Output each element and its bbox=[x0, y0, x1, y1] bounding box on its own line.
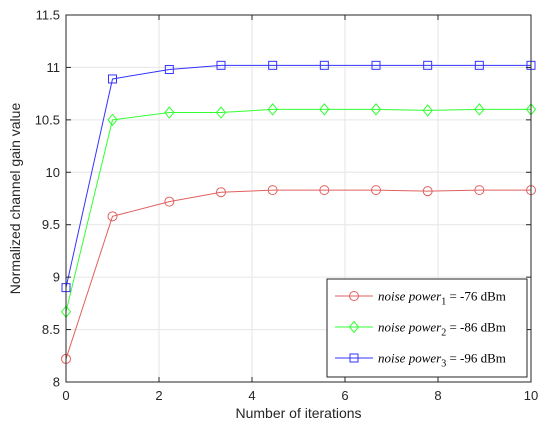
diamond-data-point bbox=[319, 103, 330, 116]
y-tick-label: 9.5 bbox=[42, 217, 60, 232]
x-axis-label: Number of iterations bbox=[235, 405, 361, 421]
diamond-data-point bbox=[215, 106, 227, 119]
legend-subscript: 1 bbox=[441, 297, 446, 308]
legend-subscript: 2 bbox=[441, 328, 446, 339]
series-line bbox=[65, 108, 531, 312]
ticks: 0 2 4 6 8 10 8 8.5 9 9.5 10 10.5 11 11.5 bbox=[35, 8, 539, 404]
legend-item: noise power3 = -96 dBm bbox=[335, 351, 506, 370]
legend-circle-marker bbox=[349, 291, 359, 301]
diamond-data-point bbox=[164, 106, 175, 119]
y-tick-label: 10.5 bbox=[35, 112, 60, 127]
y-tick-label: 10 bbox=[46, 165, 60, 180]
circle-data-point bbox=[371, 185, 382, 196]
y-axis-label: Normalized channel gain value bbox=[7, 103, 23, 295]
square-data-point bbox=[268, 60, 278, 70]
square-data-point bbox=[319, 60, 329, 70]
legend-item: noise power2 = -86 dBm bbox=[335, 320, 506, 339]
square-data-point bbox=[216, 60, 226, 70]
legend-label: noise power2 = -86 dBm bbox=[378, 320, 506, 339]
series-line bbox=[65, 64, 531, 288]
square-data-point bbox=[164, 65, 174, 75]
plot-frame bbox=[65, 14, 532, 383]
circle-data-point bbox=[107, 211, 118, 222]
diamond-data-point bbox=[422, 104, 433, 117]
legend-subscript: 3 bbox=[441, 359, 446, 370]
diamond-data-point bbox=[107, 113, 118, 127]
legend-item: noise power1 = -76 dBm bbox=[335, 289, 506, 308]
square-data-point bbox=[108, 74, 117, 84]
series-line bbox=[65, 189, 531, 360]
diamond-data-point bbox=[370, 103, 382, 116]
circle-data-point bbox=[474, 185, 485, 196]
y-tick-label: 8 bbox=[53, 375, 60, 390]
legend-label: noise power3 = -96 dBm bbox=[378, 351, 506, 370]
square-data-point bbox=[371, 60, 381, 70]
legend-label: noise power1 = -76 dBm bbox=[378, 289, 506, 308]
legend-name: noise power bbox=[378, 289, 442, 304]
legend-value: = -76 dBm bbox=[446, 289, 506, 304]
x-tick-label: 2 bbox=[155, 388, 162, 403]
legend-name: noise power bbox=[378, 320, 442, 335]
y-tick-label: 11 bbox=[47, 60, 61, 75]
legend-box bbox=[326, 278, 528, 378]
x-tick-label: 8 bbox=[434, 388, 441, 403]
x-tick-label: 0 bbox=[62, 388, 69, 403]
legend-diamond-marker bbox=[348, 320, 360, 334]
series-layer bbox=[60, 60, 537, 364]
y-tick-label: 11.5 bbox=[36, 8, 60, 23]
square-data-point bbox=[423, 60, 433, 70]
x-tick-label: 6 bbox=[341, 388, 348, 403]
legend-value: = -96 dBm bbox=[446, 351, 506, 366]
diamond-data-point bbox=[267, 103, 278, 116]
circle-data-point bbox=[267, 185, 278, 196]
x-tick-label: 4 bbox=[248, 388, 255, 403]
legend-square-marker bbox=[349, 353, 359, 363]
circle-data-point bbox=[422, 186, 433, 197]
y-tick-label: 8.5 bbox=[42, 322, 60, 337]
circle-data-point bbox=[319, 185, 330, 196]
diamond-data-point bbox=[474, 103, 485, 116]
circle-data-point bbox=[215, 187, 226, 198]
x-tick-label: 10 bbox=[524, 388, 538, 403]
y-tick-label: 9 bbox=[53, 270, 60, 285]
square-data-point bbox=[474, 60, 484, 70]
legend-value: = -86 dBm bbox=[446, 320, 506, 335]
circle-data-point bbox=[164, 196, 175, 207]
legend-name: noise power bbox=[378, 351, 442, 366]
